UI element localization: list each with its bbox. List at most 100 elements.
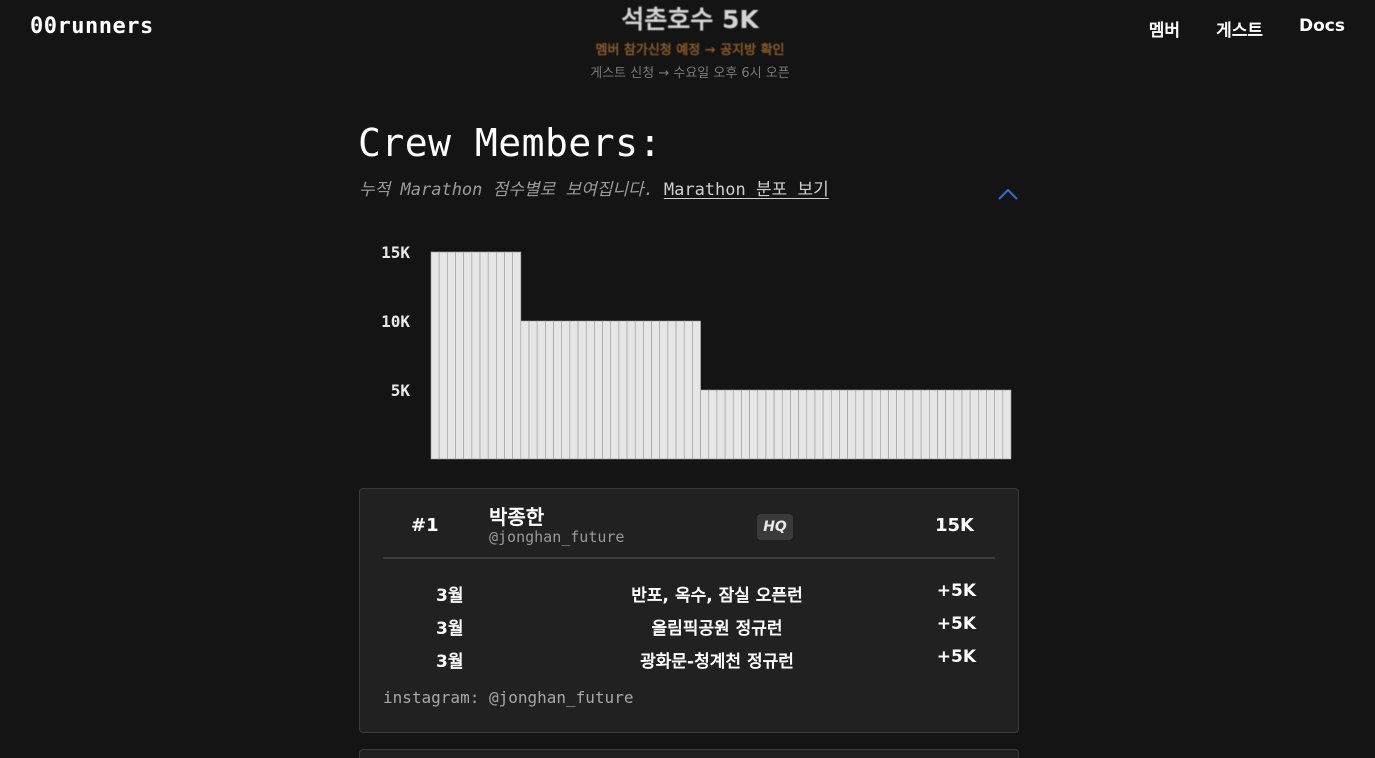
marathon-score-chart: 15K 10K 5K	[381, 243, 1012, 460]
race-name: 광화문-청계천 정규런	[640, 652, 794, 672]
chart-bar	[708, 389, 718, 460]
nav-docs[interactable]: Docs	[1299, 16, 1345, 36]
chart-bar	[455, 251, 464, 460]
crew-title: Crew Members:	[358, 121, 662, 165]
member-card[interactable]	[359, 749, 1019, 758]
chart-bar	[953, 389, 963, 460]
member-instagram[interactable]: instagram: @jonghan_future	[383, 688, 634, 707]
race-row: 3월 광화문-청계천 정규런 +5K	[360, 647, 1020, 672]
chart-bar	[634, 320, 644, 460]
chart-bar	[594, 320, 603, 460]
member-card[interactable]: #1 박종한 @jonghan_future HQ 15K 3월 반포, 옥수,…	[359, 488, 1019, 733]
chart-bar	[806, 389, 816, 460]
chart-bar	[724, 389, 734, 460]
chart-bar	[790, 389, 799, 460]
chart-bar	[553, 320, 563, 460]
chart-bar	[675, 320, 685, 460]
chart-bar	[814, 389, 824, 460]
chart-bar	[847, 389, 857, 460]
chart-bar	[1002, 389, 1012, 460]
member-rank: #1	[411, 515, 439, 536]
logo[interactable]: 00runners	[30, 14, 154, 39]
chart-bar	[896, 389, 906, 460]
chart-bar	[512, 251, 522, 460]
chart-bar	[643, 320, 652, 460]
chart-bar	[479, 251, 489, 460]
race-month: 3월	[436, 619, 464, 639]
nav-guest[interactable]: 게스트	[1216, 21, 1263, 41]
nav-members[interactable]: 멤버	[1148, 21, 1181, 41]
y-tick-label: 10K	[381, 312, 410, 331]
race-row: 3월 올림픽공원 정규런 +5K	[360, 614, 1020, 639]
chart-bar	[463, 251, 473, 460]
chart-bar	[994, 389, 1004, 460]
race-points: +5K	[936, 581, 976, 601]
chart-bar	[438, 251, 448, 460]
chart-bar	[496, 251, 505, 460]
chart-bar	[732, 389, 742, 460]
chart-bar	[602, 320, 612, 460]
marathon-distribution-link[interactable]: Marathon 분포 보기	[663, 180, 829, 200]
chart-bar	[545, 320, 554, 460]
y-tick-label: 5K	[391, 381, 411, 400]
chart-bar	[667, 320, 677, 460]
chart-bar	[855, 389, 865, 460]
race-name: 반포, 옥수, 잠실 오픈런	[631, 586, 803, 606]
chart-bar	[961, 389, 971, 460]
chart-bar	[920, 389, 930, 460]
chart-bar	[610, 320, 620, 460]
race-month: 3월	[436, 652, 464, 672]
race-points: +5K	[936, 614, 976, 634]
race-month: 3월	[436, 586, 464, 606]
chart-bar	[741, 389, 750, 460]
race-points: +5K	[936, 647, 976, 667]
chart-bar	[986, 389, 995, 460]
chart-bar	[585, 320, 595, 460]
chart-bar	[447, 251, 456, 460]
chart-bar	[969, 389, 979, 460]
crew-subtitle-text: 누적 Marathon 점수별로 보여집니다.	[359, 180, 654, 200]
chart-bar	[749, 389, 759, 460]
chart-bar	[904, 389, 914, 460]
chart-bar	[773, 389, 783, 460]
chart-bar	[692, 320, 701, 460]
member-score: 15K	[935, 515, 974, 536]
announcement: 석촌호수 5K 멤버 참가신청 예정 → 공지방 확인 게스트 신청 → 수요일…	[480, 0, 900, 82]
chart-bar	[912, 389, 922, 460]
chart-bar	[569, 320, 579, 460]
member-name: 박종한	[489, 505, 545, 529]
chart-bar	[536, 320, 546, 460]
chart-bar	[683, 320, 693, 460]
chart-bar	[528, 320, 538, 460]
chart-bar	[700, 389, 710, 460]
chart-bar	[830, 389, 840, 460]
chart-bar	[781, 389, 791, 460]
chart-bar	[626, 320, 636, 460]
chart-bar	[839, 389, 848, 460]
chart-bar	[765, 389, 775, 460]
announcement-guest-notice: 게스트 신청 → 수요일 오후 6시 오픈	[590, 66, 790, 81]
collapse-button[interactable]	[997, 186, 1019, 202]
chart-bar	[487, 251, 497, 460]
announcement-member-notice: 멤버 참가신청 예정 → 공지방 확인	[595, 43, 785, 58]
card-divider	[383, 557, 995, 559]
chart-bar	[798, 389, 808, 460]
y-tick-label: 15K	[381, 243, 410, 262]
chevron-up-icon	[998, 188, 1018, 200]
chart-bar	[430, 251, 440, 460]
race-row: 3월 반포, 옥수, 잠실 오픈런 +5K	[360, 581, 1020, 606]
chart-bar	[618, 320, 628, 460]
chart-bar	[978, 389, 987, 460]
member-badge: HQ	[757, 514, 793, 540]
crew-subtitle: 누적 Marathon 점수별로 보여집니다. Marathon 분포 보기	[359, 175, 829, 200]
chart-bar	[651, 320, 661, 460]
chart-bar	[937, 389, 946, 460]
top-nav: 멤버 게스트 Docs	[1149, 16, 1345, 41]
race-name: 올림픽공원 정규런	[651, 619, 783, 639]
chart-bar	[757, 389, 767, 460]
chart-bar	[561, 320, 571, 460]
chart-bar	[520, 320, 530, 460]
chart-bar	[822, 389, 832, 460]
chart-bar	[716, 389, 726, 460]
chart-bar	[929, 389, 938, 460]
